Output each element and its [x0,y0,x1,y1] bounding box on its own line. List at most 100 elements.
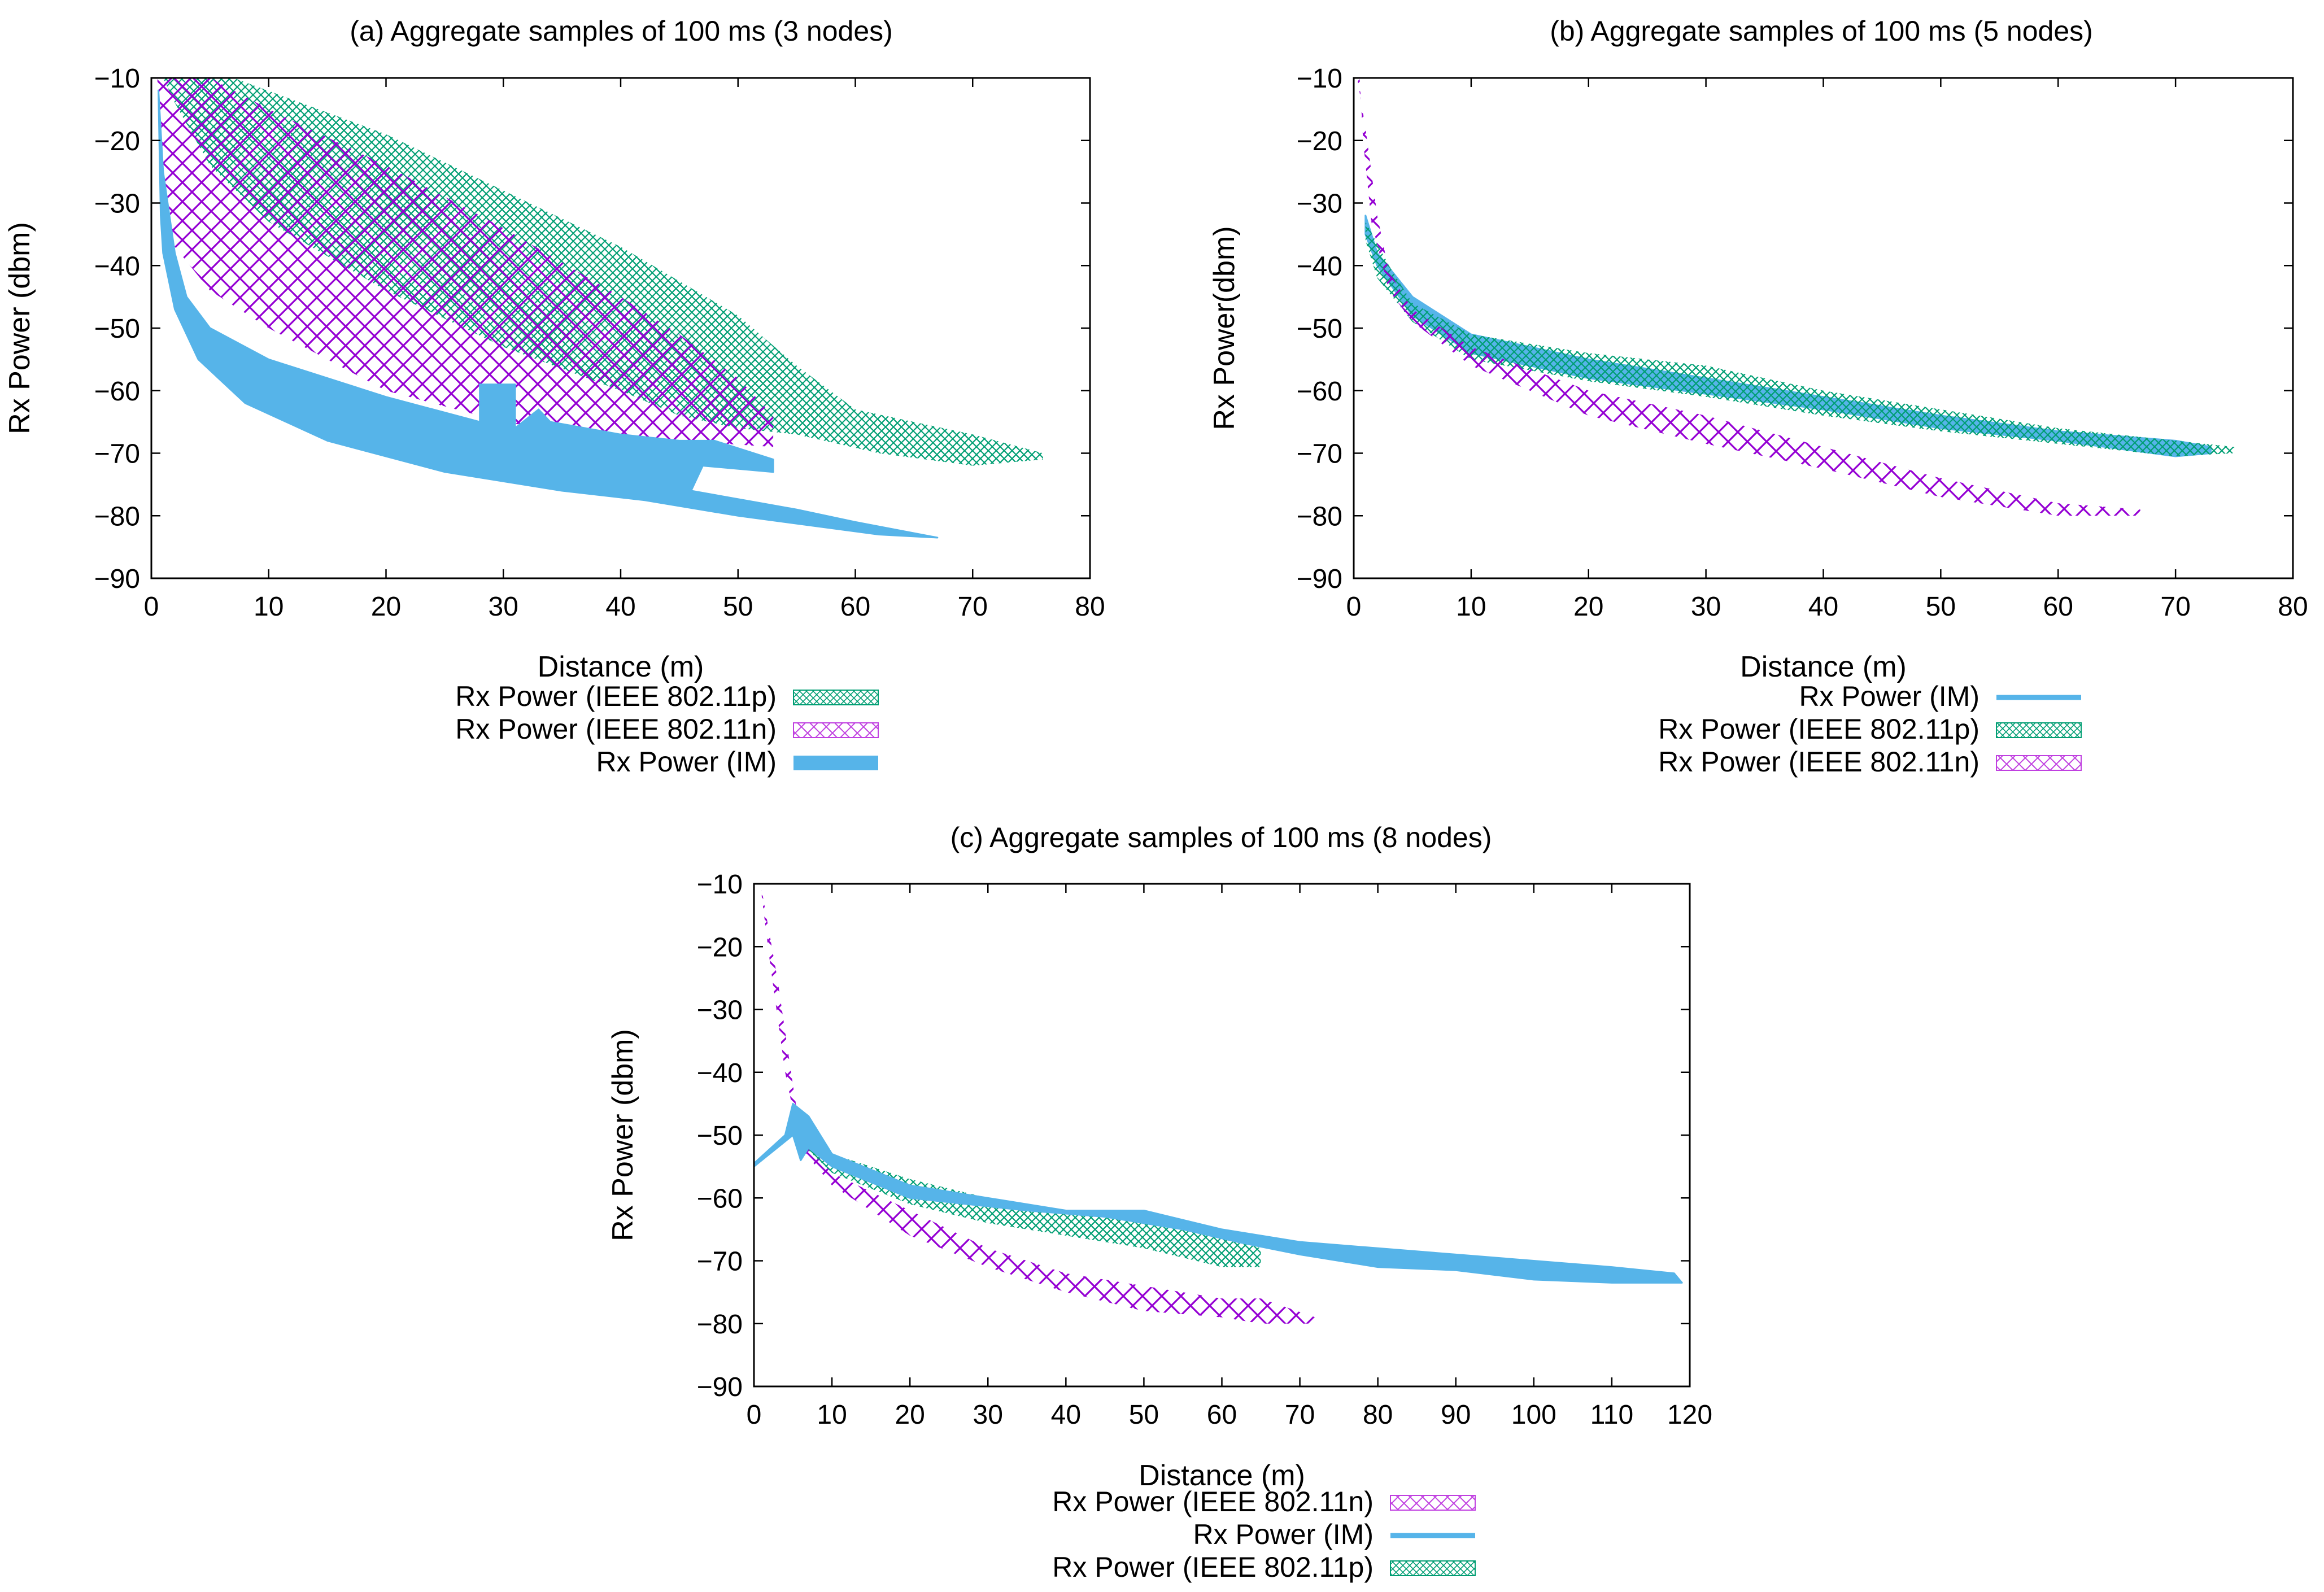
x-tick-label: 70 [2160,592,2190,622]
chart-b: (b) Aggregate samples of 100 ms (5 nodes… [1208,15,2308,778]
x-tick-label: 0 [747,1400,762,1430]
plot-area [157,78,1043,539]
series-ieee80211n [761,890,1316,1324]
y-tick-label: −20 [697,932,743,962]
y-tick-label: −50 [94,314,140,344]
legend-swatch-im [793,756,878,770]
y-tick-label: −60 [1297,377,1342,407]
y-tick-label: −80 [697,1310,743,1340]
y-tick-label: −30 [697,996,743,1026]
plot-area [1357,78,2235,516]
legend-swatch-ieee80211n [1390,1495,1476,1511]
legend: Rx Power (IEEE 802.11n)Rx Power (IM)Rx P… [1052,1486,1476,1583]
x-tick-label: 40 [1051,1400,1081,1430]
x-tick-label: 80 [2278,592,2308,622]
x-tick-label: 60 [2043,592,2073,622]
x-tick-label: 50 [1129,1400,1159,1430]
y-tick-label: −20 [94,127,140,156]
x-tick-label: 70 [1285,1400,1315,1430]
y-tick-label: −70 [1297,439,1342,469]
legend-label: Rx Power (IEEE 802.11p) [1052,1551,1374,1583]
y-tick-label: −30 [1297,189,1342,219]
x-tick-label: 10 [817,1400,847,1430]
x-tick-label: 30 [973,1400,1003,1430]
y-tick-label: −10 [94,64,140,94]
legend-label: Rx Power (IEEE 802.11n) [1658,746,1979,778]
y-tick-label: −90 [94,564,140,594]
x-tick-label: 30 [1691,592,1721,622]
plot-area [754,890,1683,1324]
y-tick-label: −90 [1297,564,1342,594]
y-axis-label: Rx Power (dbm) [607,1029,639,1241]
x-tick-label: 60 [1207,1400,1237,1430]
series-im [158,89,939,539]
y-axis-label: Rx Power(dbm) [1208,226,1241,430]
x-tick-label: 70 [958,592,988,622]
x-tick-label: 10 [1456,592,1486,622]
legend-swatch-ieee80211n [793,722,879,738]
legend-label: Rx Power (IM) [1193,1519,1374,1550]
y-tick-label: −90 [697,1372,743,1402]
x-tick-label: 100 [1511,1400,1556,1430]
y-tick-label: −40 [94,251,140,281]
x-tick-label: 50 [723,592,753,622]
x-tick-label: 0 [1346,592,1362,622]
y-tick-label: −70 [94,439,140,469]
y-tick-label: −70 [697,1247,743,1277]
series-ieee80211n [1357,78,2140,516]
y-tick-label: −80 [94,501,140,531]
x-tick-label: 90 [1441,1400,1471,1430]
x-axis-label: Distance (m) [1740,651,1907,683]
x-tick-label: 120 [1667,1400,1712,1430]
x-tick-label: 60 [840,592,870,622]
chart-a: (a) Aggregate samples of 100 ms (3 nodes… [3,15,1105,778]
legend-swatch-ieee80211n [1996,755,2082,771]
legend-label: Rx Power (IEEE 802.11n) [1052,1486,1374,1517]
y-axis-label: Rx Power (dbm) [3,222,36,434]
legend-label: Rx Power (IEEE 802.11p) [1658,713,1979,745]
x-tick-label: 80 [1075,592,1105,622]
y-tick-label: −30 [94,189,140,219]
series-im [1364,215,2212,457]
y-tick-label: −80 [1297,501,1342,531]
chart-title: (c) Aggregate samples of 100 ms (8 nodes… [950,822,1492,853]
legend-swatch-ieee80211p [1390,1560,1476,1576]
y-tick-label: −50 [1297,314,1342,344]
legend: Rx Power (IEEE 802.11p)Rx Power (IEEE 80… [455,681,879,778]
chart-title: (a) Aggregate samples of 100 ms (3 nodes… [350,15,893,47]
chart-title: (b) Aggregate samples of 100 ms (5 nodes… [1550,15,2093,47]
x-tick-label: 10 [254,592,284,622]
x-tick-label: 20 [371,592,401,622]
series-im [754,1102,1683,1284]
y-tick-label: −20 [1297,127,1342,156]
y-tick-label: −40 [697,1058,743,1088]
x-tick-label: 110 [1590,1400,1634,1430]
y-tick-label: −60 [94,377,140,407]
y-tick-label: −60 [697,1184,743,1214]
series-ieee80211n [157,78,774,447]
legend-swatch-ieee80211p [793,690,879,705]
x-tick-label: 20 [1573,592,1603,622]
y-tick-label: −10 [1297,64,1342,94]
series-ieee80211p [1365,221,2235,456]
x-tick-label: 30 [489,592,518,622]
y-tick-label: −10 [697,870,743,900]
x-axis-label: Distance (m) [538,651,704,683]
series-ieee80211p [793,1116,1261,1267]
plot-frame [1353,77,2294,579]
x-tick-label: 50 [1926,592,1956,622]
legend-label: Rx Power (IEEE 802.11n) [455,713,777,745]
x-tick-label: 0 [144,592,159,622]
y-tick-label: −50 [697,1121,743,1151]
x-tick-label: 20 [895,1400,925,1430]
x-axis-label: Distance (m) [1139,1459,1305,1492]
x-tick-label: 40 [605,592,635,622]
chart-c: (c) Aggregate samples of 100 ms (8 nodes… [607,822,1712,1583]
legend-label: Rx Power (IM) [596,746,777,778]
legend-label: Rx Power (IEEE 802.11p) [455,681,777,712]
legend-swatch-ieee80211p [1996,722,2082,738]
y-tick-label: −40 [1297,251,1342,281]
x-tick-label: 80 [1363,1400,1393,1430]
legend: Rx Power (IM)Rx Power (IEEE 802.11p)Rx P… [1658,681,2082,778]
